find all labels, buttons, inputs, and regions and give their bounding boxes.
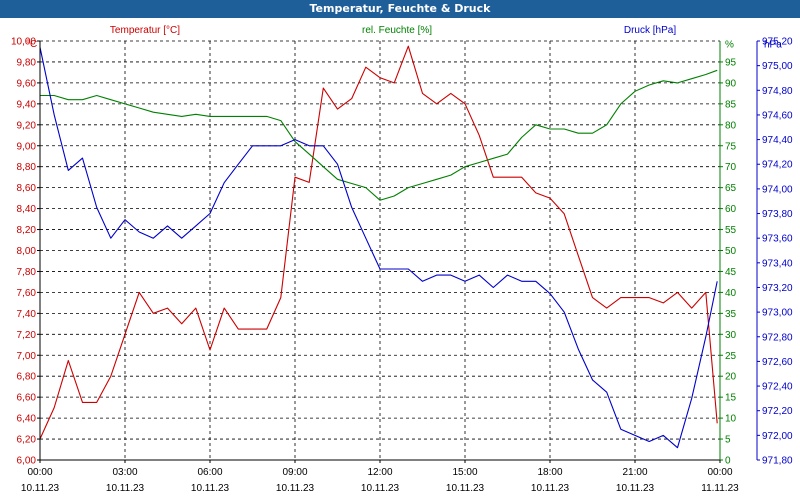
x-tick-time: 00:00 bbox=[27, 467, 52, 478]
humidity-tick-label: 35 bbox=[725, 309, 737, 320]
x-tick-date: 10.11.23 bbox=[531, 483, 570, 494]
legend-humidity: rel. Feuchte [%] bbox=[362, 25, 432, 36]
humidity-tick-label: 95 bbox=[725, 57, 737, 68]
pressure-tick-label: 972,20 bbox=[762, 406, 793, 417]
pressure-tick-label: 975,00 bbox=[762, 61, 793, 72]
temperature-tick-label: 8,20 bbox=[17, 225, 37, 236]
x-tick-date: 10.11.23 bbox=[191, 483, 230, 494]
temperature-tick-label: 7,40 bbox=[17, 309, 37, 320]
pressure-tick-label: 974,60 bbox=[762, 110, 793, 121]
humidity-tick-label: 90 bbox=[725, 78, 737, 89]
temperature-unit: °C bbox=[26, 39, 37, 50]
humidity-tick-label: 60 bbox=[725, 204, 737, 215]
humidity-tick-label: 0 bbox=[725, 456, 731, 467]
pressure-tick-label: 973,40 bbox=[762, 258, 793, 269]
temperature-tick-label: 9,00 bbox=[17, 141, 37, 152]
temperature-tick-label: 7,60 bbox=[17, 288, 37, 299]
pressure-tick-label: 973,00 bbox=[762, 308, 793, 319]
x-tick-time: 00:00 bbox=[707, 467, 732, 478]
pressure-tick-label: 973,20 bbox=[762, 283, 793, 294]
x-tick-time: 09:00 bbox=[282, 467, 307, 478]
humidity-tick-label: 25 bbox=[725, 351, 737, 362]
temperature-tick-label: 10,00 bbox=[11, 37, 36, 48]
temperature-tick-label: 9,20 bbox=[17, 120, 37, 131]
x-tick-time: 18:00 bbox=[537, 467, 562, 478]
temperature-tick-label: 9,60 bbox=[17, 78, 37, 89]
x-tick-date: 10.11.23 bbox=[106, 483, 145, 494]
pressure-unit: hPa bbox=[764, 40, 782, 51]
pressure-tick-label: 974,80 bbox=[762, 86, 793, 97]
pressure-tick-label: 974,20 bbox=[762, 160, 793, 171]
pressure-tick-label: 975,20 bbox=[762, 37, 793, 48]
pressure-tick-label: 973,60 bbox=[762, 234, 793, 245]
x-tick-date: 10.11.23 bbox=[21, 483, 60, 494]
humidity-tick-label: 75 bbox=[725, 141, 737, 152]
temperature-tick-label: 6,80 bbox=[17, 372, 37, 383]
x-tick-date: 11.11.23 bbox=[701, 483, 739, 494]
humidity-tick-label: 55 bbox=[725, 225, 737, 236]
pressure-tick-label: 972,40 bbox=[762, 382, 793, 393]
humidity-tick-label: 15 bbox=[725, 393, 737, 404]
humidity-unit: % bbox=[725, 40, 734, 51]
x-tick-date: 10.11.23 bbox=[276, 483, 315, 494]
temperature-tick-label: 6,60 bbox=[17, 393, 37, 404]
pressure-tick-label: 972,00 bbox=[762, 431, 793, 442]
labels: 6,00 6,20 6,40 6,60 6,80 7,00 7,20 7,40 7,60 7,80… bbox=[11, 25, 793, 494]
pressure-tick-label: 974,40 bbox=[762, 135, 793, 146]
temperature-tick-label: 6,40 bbox=[17, 414, 37, 425]
humidity-tick-label: 20 bbox=[725, 372, 737, 383]
temperature-tick-label: 8,80 bbox=[17, 162, 37, 173]
humidity-tick-label: 5 bbox=[725, 435, 731, 446]
temperature-tick-label: 7,20 bbox=[17, 330, 37, 341]
temperature-tick-label: 9,40 bbox=[17, 99, 37, 110]
pressure-tick-label: 974,00 bbox=[762, 184, 793, 195]
humidity-series-line bbox=[40, 69, 718, 201]
temperature-series-line bbox=[39, 45, 718, 440]
window-title: Temperatur, Feuchte & Druck bbox=[0, 0, 800, 18]
grid bbox=[39, 40, 721, 461]
chart: 6,00 6,20 6,40 6,60 6,80 7,00 7,20 7,40 7,60 7,80… bbox=[11, 25, 793, 494]
series-layer bbox=[39, 45, 718, 449]
x-tick-time: 21:00 bbox=[622, 467, 647, 478]
pressure-tick-label: 973,80 bbox=[762, 209, 793, 220]
humidity-tick-label: 70 bbox=[725, 162, 737, 173]
temperature-tick-label: 8,00 bbox=[17, 246, 37, 257]
x-tick-time: 15:00 bbox=[452, 467, 477, 478]
pressure-tick-label: 972,80 bbox=[762, 332, 793, 343]
x-tick-date: 10.11.23 bbox=[616, 483, 655, 494]
axes bbox=[37, 40, 760, 463]
humidity-tick-label: 85 bbox=[725, 99, 737, 110]
humidity-tick-label: 65 bbox=[725, 183, 737, 194]
temperature-tick-label: 7,80 bbox=[17, 267, 37, 278]
humidity-tick-label: 10 bbox=[725, 414, 737, 425]
legend-temperature: Temperatur [°C] bbox=[110, 25, 180, 36]
pressure-tick-label: 972,60 bbox=[762, 357, 793, 368]
x-tick-date: 10.11.23 bbox=[361, 483, 400, 494]
legend-pressure: Druck [hPa] bbox=[624, 25, 676, 36]
temperature-tick-label: 7,00 bbox=[17, 351, 37, 362]
x-tick-date: 10.11.23 bbox=[446, 483, 485, 494]
humidity-tick-label: 45 bbox=[725, 267, 737, 278]
humidity-tick-label: 50 bbox=[725, 246, 737, 257]
x-tick-time: 12:00 bbox=[367, 467, 392, 478]
temperature-tick-label: 6,20 bbox=[17, 435, 37, 446]
x-tick-time: 06:00 bbox=[197, 467, 222, 478]
humidity-tick-label: 40 bbox=[725, 288, 737, 299]
temperature-tick-label: 8,40 bbox=[17, 204, 37, 215]
temperature-tick-label: 6,00 bbox=[17, 456, 37, 467]
temperature-tick-label: 8,60 bbox=[17, 183, 37, 194]
pressure-series-line bbox=[39, 47, 718, 449]
temperature-tick-label: 9,80 bbox=[17, 57, 37, 68]
humidity-tick-label: 30 bbox=[725, 330, 737, 341]
pressure-tick-label: 971,80 bbox=[762, 456, 793, 467]
humidity-tick-label: 80 bbox=[725, 120, 737, 131]
x-tick-time: 03:00 bbox=[112, 467, 137, 478]
